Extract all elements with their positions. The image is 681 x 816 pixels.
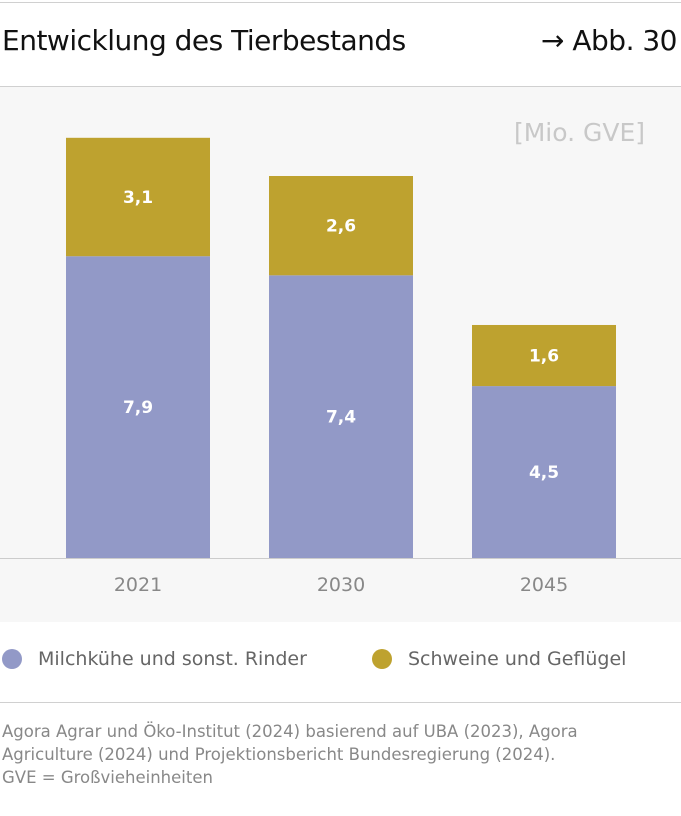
source-line: Agora Agrar und Öko-Institut (2024) basi… bbox=[2, 722, 578, 741]
divider bbox=[0, 702, 681, 703]
chart-title: Entwicklung des Tierbestands bbox=[2, 24, 406, 57]
top-rule bbox=[0, 2, 681, 3]
legend-label: Milchkühe und sonst. Rinder bbox=[38, 648, 307, 670]
data-label: 2,6 bbox=[326, 217, 356, 237]
data-label: 4,5 bbox=[529, 463, 559, 483]
source-note: Agora Agrar und Öko-Institut (2024) basi… bbox=[2, 720, 672, 789]
figure-reference: → Abb. 30 bbox=[541, 24, 678, 57]
legend-item-schweine: Schweine und Geflügel bbox=[372, 648, 626, 670]
bar-segment-2030-rinder bbox=[269, 275, 413, 558]
bar-segment-2021-rinder bbox=[66, 256, 210, 558]
source-line: GVE = Großvieheinheiten bbox=[2, 768, 213, 787]
source-line: Agriculture (2024) und Projektionsberich… bbox=[2, 745, 556, 764]
data-label: 7,9 bbox=[123, 398, 153, 418]
legend-item-rinder: Milchkühe und sonst. Rinder bbox=[2, 648, 307, 670]
legend-swatch-rinder bbox=[2, 649, 22, 669]
legend: Milchkühe und sonst. Rinder Schweine und… bbox=[0, 648, 681, 678]
data-label: 1,6 bbox=[529, 347, 559, 367]
legend-swatch-schweine bbox=[372, 649, 392, 669]
legend-label: Schweine und Geflügel bbox=[408, 648, 627, 670]
stacked-bar-chart: 7,9 3,1 2021 7,4 2,6 2030 4,5 1,6 2045 bbox=[0, 137, 681, 596]
bar-segment-2045-schweine bbox=[472, 324, 616, 387]
data-label: 3,1 bbox=[123, 188, 153, 208]
unit-label: [Mio. GVE] bbox=[513, 118, 645, 147]
data-label: 7,4 bbox=[326, 408, 356, 428]
bar-segment-2045-rinder bbox=[472, 386, 616, 558]
x-tick-label: 2030 bbox=[317, 574, 365, 596]
x-tick-label: 2021 bbox=[114, 574, 162, 596]
bar-segment-2021-schweine bbox=[66, 137, 210, 257]
bar-segment-2030-schweine bbox=[269, 176, 413, 276]
x-tick-label: 2045 bbox=[520, 574, 568, 596]
